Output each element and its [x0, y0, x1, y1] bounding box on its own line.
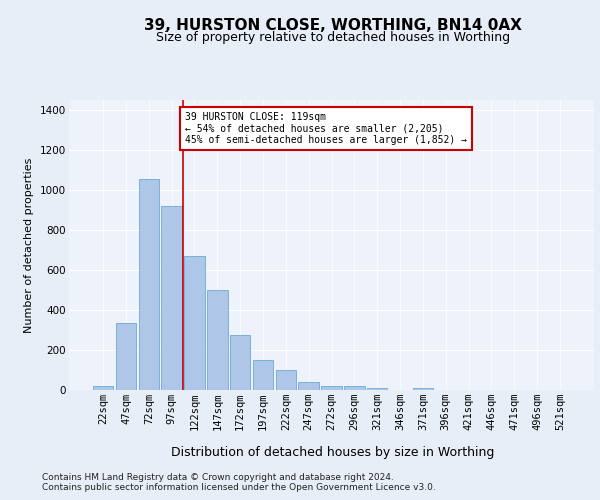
Bar: [275, 370, 296, 390]
Bar: [367, 388, 388, 390]
Bar: [230, 335, 250, 390]
Bar: [413, 388, 433, 390]
Bar: [253, 360, 273, 390]
Bar: [344, 386, 365, 390]
Bar: [298, 382, 319, 390]
Bar: [116, 323, 136, 390]
Bar: [93, 386, 113, 390]
Text: Size of property relative to detached houses in Worthing: Size of property relative to detached ho…: [156, 31, 510, 44]
Bar: [321, 386, 342, 390]
Bar: [139, 179, 159, 390]
Text: 39, HURSTON CLOSE, WORTHING, BN14 0AX: 39, HURSTON CLOSE, WORTHING, BN14 0AX: [144, 18, 522, 32]
Bar: [184, 256, 205, 390]
Y-axis label: Number of detached properties: Number of detached properties: [25, 158, 34, 332]
Text: Distribution of detached houses by size in Worthing: Distribution of detached houses by size …: [172, 446, 494, 459]
Text: Contains HM Land Registry data © Crown copyright and database right 2024.
Contai: Contains HM Land Registry data © Crown c…: [42, 472, 436, 492]
Text: 39 HURSTON CLOSE: 119sqm
← 54% of detached houses are smaller (2,205)
45% of sem: 39 HURSTON CLOSE: 119sqm ← 54% of detach…: [185, 112, 467, 145]
Bar: [207, 290, 227, 390]
Bar: [161, 206, 182, 390]
